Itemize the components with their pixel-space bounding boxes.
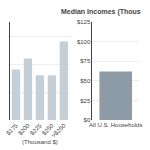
svg-text:$200: $200 [17,122,31,136]
svg-text:(Thousand $): (Thousand $) [22,139,58,145]
svg-text:All U.S. Households: All U.S. Households [89,122,142,128]
svg-text:$225: $225 [29,122,43,136]
svg-text:$100: $100 [77,39,91,45]
svg-text:$50: $50 [80,78,91,84]
svg-text:$250: $250 [41,122,55,136]
svg-text:$175: $175 [5,122,19,136]
svg-text:Median Incomes (Thous: Median Incomes (Thous [61,8,141,16]
svg-text:>$250: >$250 [51,122,68,139]
svg-text:$0: $0 [84,117,91,123]
svg-text:$75: $75 [80,58,91,64]
svg-text:$25: $25 [80,98,91,104]
svg-text:$125: $125 [77,19,91,25]
